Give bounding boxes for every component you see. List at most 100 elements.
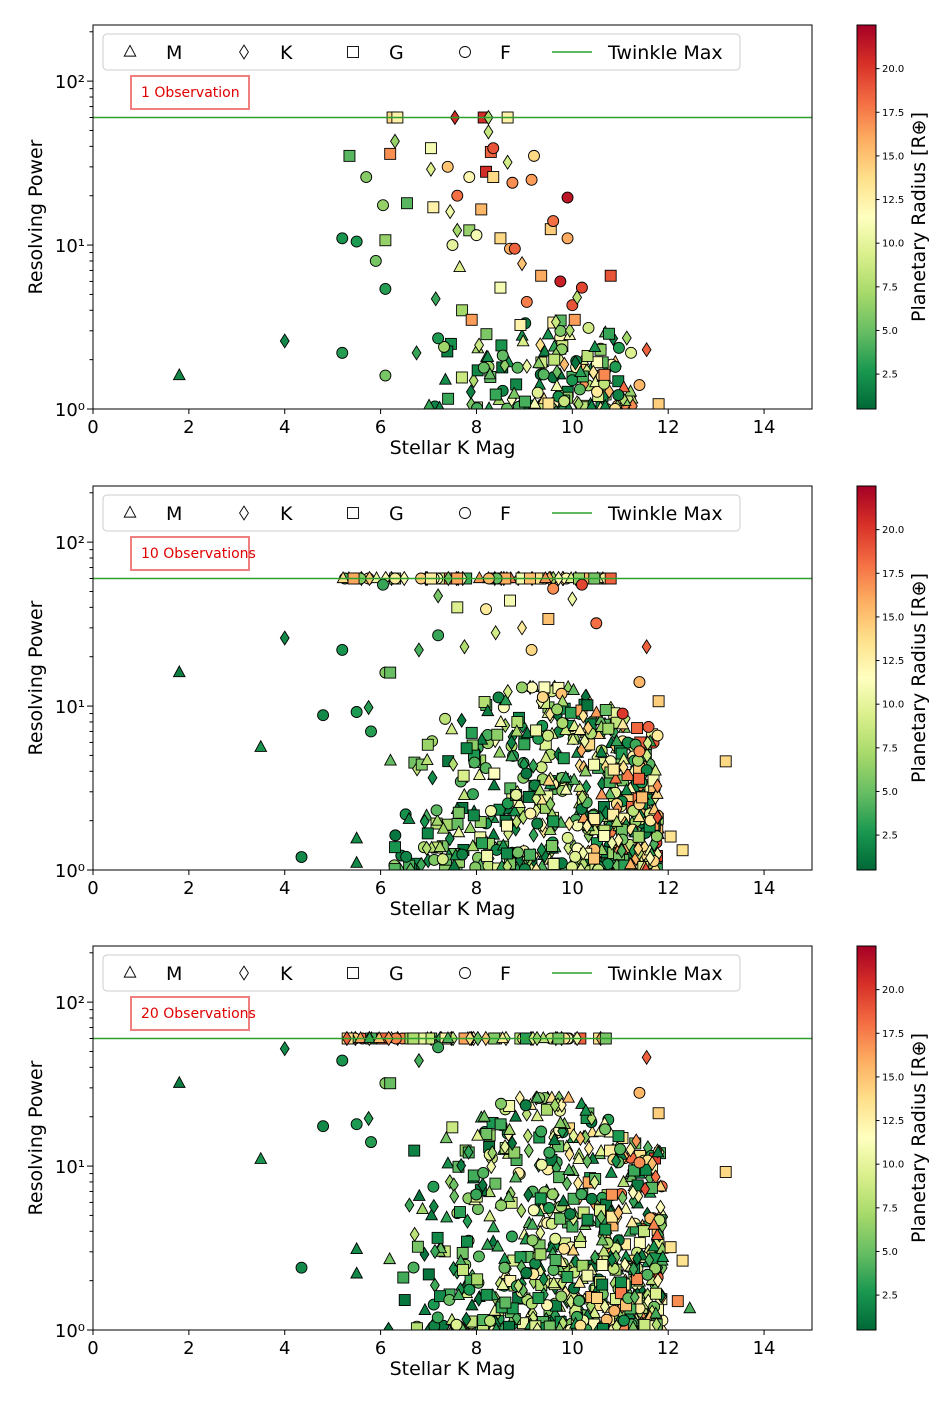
data-point: [510, 378, 523, 391]
data-point: [494, 714, 508, 727]
y-axis-label: Resolving Power: [25, 600, 47, 755]
data-point: [578, 708, 589, 724]
data-point: [625, 1215, 639, 1228]
legend-label: M: [166, 963, 182, 985]
data-point: [566, 1243, 580, 1256]
data-point: [649, 1262, 662, 1275]
data-point-square: [652, 695, 665, 708]
data-point: [608, 1304, 621, 1317]
data-point: [433, 839, 447, 853]
data-point: [457, 1263, 469, 1276]
colorbar-tick-label: 2.5: [882, 370, 898, 381]
data-point: [612, 389, 625, 402]
data-point: [372, 1030, 386, 1044]
y-tick-label: 10¹: [55, 697, 85, 718]
data-point: [446, 1121, 459, 1134]
data-point: [519, 395, 532, 408]
x-tick-label: 4: [279, 417, 290, 438]
data-point: [641, 1268, 654, 1281]
data-point: [502, 858, 513, 870]
data-point-square: [652, 1107, 665, 1120]
data-point: [498, 1261, 511, 1274]
data-point: [428, 1198, 439, 1215]
data-point-circle: [463, 171, 476, 183]
data-point-circle: [528, 149, 540, 162]
data-point: [480, 1288, 493, 1301]
data-point: [516, 681, 528, 694]
data-point: [591, 385, 604, 398]
data-point: [499, 693, 513, 706]
data-point: [588, 813, 601, 826]
data-point: [431, 1311, 444, 1324]
data-point: [566, 732, 580, 745]
data-point: [489, 1177, 502, 1190]
data-point: [452, 806, 465, 819]
data-point: [573, 1295, 585, 1307]
data-point-diamond: [641, 1049, 652, 1066]
colorbar: 2.5 5.0 7.5 10.0 12.5 15.0 17.5 20.0 Planetary R…: [856, 24, 930, 410]
data-point: [543, 1201, 556, 1214]
data-point-square: [664, 1241, 677, 1254]
data-point: [383, 1321, 394, 1330]
data-point: [456, 848, 469, 861]
data-point: [486, 1158, 497, 1175]
colorbar-tick-label: 12.5: [882, 195, 904, 206]
data-point: [543, 1146, 556, 1159]
data-point-square: [427, 201, 440, 214]
colorbar-tick-label: 15.0: [882, 1072, 904, 1083]
data-point: [508, 1146, 521, 1159]
y-tick-label: 10¹: [55, 236, 85, 257]
data-point: [410, 1322, 423, 1330]
data-point: [573, 779, 587, 792]
data-point-square: [424, 142, 437, 155]
legend-square-swatch: [347, 46, 359, 58]
data-point-triangle: [172, 665, 186, 678]
data-point: [530, 1090, 544, 1103]
data-point: [561, 831, 574, 844]
data-point: [557, 752, 570, 765]
data-point: [565, 861, 578, 870]
data-point: [510, 724, 524, 737]
legend-circle-swatch: [459, 507, 471, 519]
data-point: [448, 756, 459, 772]
data-point: [512, 795, 527, 808]
data-point: [397, 1271, 410, 1284]
data-point-circle: [336, 643, 349, 656]
colorbar-tick-label: 2.5: [882, 831, 898, 842]
data-point: [576, 742, 587, 759]
data-point: [556, 1194, 570, 1207]
y-tick-label: 10¹: [55, 1157, 85, 1178]
data-point: [416, 1201, 430, 1215]
data-point-triangle: [350, 1241, 364, 1255]
data-point: [638, 1319, 651, 1330]
data-point: [555, 1290, 568, 1303]
data-point: [642, 721, 655, 733]
data-point-circle: [336, 1054, 349, 1067]
data-point: [494, 1118, 507, 1131]
data-point-square: [504, 594, 516, 607]
data-point: [520, 767, 533, 780]
legend-label: K: [280, 42, 293, 64]
data-point-circle: [350, 706, 363, 718]
data-point: [612, 1130, 625, 1143]
data-point: [389, 829, 402, 842]
data-point-circle: [616, 707, 629, 720]
data-point-circle: [377, 578, 389, 591]
data-point: [651, 1316, 662, 1330]
data-point: [467, 809, 480, 822]
data-point-circle: [317, 1120, 330, 1133]
data-point-diamond: [641, 639, 652, 655]
data-point: [588, 852, 601, 865]
data-point: [570, 355, 581, 371]
data-point: [466, 839, 480, 852]
data-point-triangle: [350, 855, 364, 868]
legend-diamond-swatch: [239, 505, 249, 521]
data-point: [448, 1260, 459, 1277]
data-point-triangle: [254, 739, 268, 752]
data-point: [614, 1143, 627, 1156]
data-point-square: [664, 830, 677, 843]
data-point-square: [671, 1295, 684, 1308]
data-point-circle: [350, 1118, 363, 1131]
data-point: [511, 361, 524, 374]
data-point: [444, 831, 455, 847]
